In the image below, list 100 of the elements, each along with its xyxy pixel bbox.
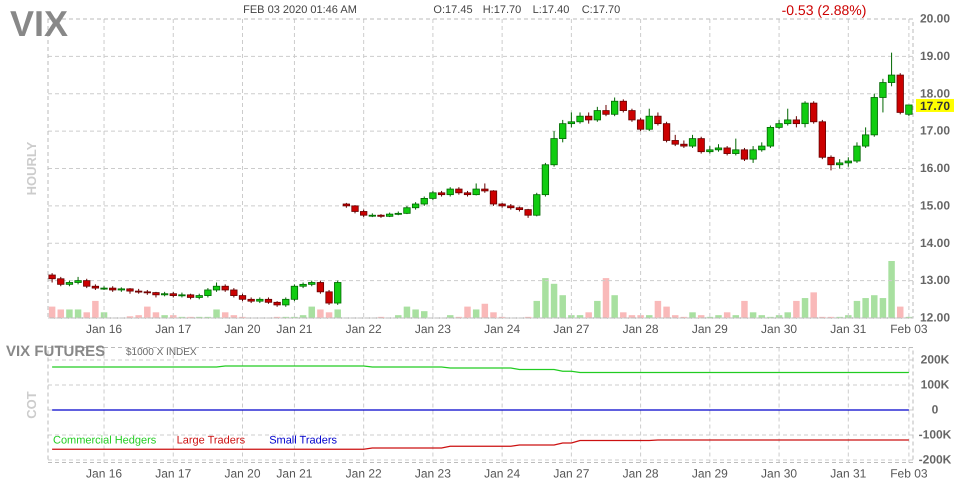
bar xyxy=(611,295,618,318)
annotation: 17.70 xyxy=(920,98,950,113)
bar xyxy=(672,315,678,318)
x-tick-label: Jan 31 xyxy=(830,322,867,336)
bar xyxy=(482,304,488,318)
line-series xyxy=(52,365,910,374)
bar xyxy=(230,315,238,318)
bar xyxy=(92,300,99,318)
chart-title: VIX xyxy=(10,3,68,44)
x-tick-label: Jan 17 xyxy=(155,466,192,480)
bar xyxy=(888,261,895,318)
bar xyxy=(48,306,56,318)
x-tick-label: Jan 20 xyxy=(224,466,261,480)
bar xyxy=(161,315,168,318)
bar xyxy=(594,300,601,318)
x-tick-label: Jan 30 xyxy=(761,466,798,480)
text: Small Traders xyxy=(269,434,338,446)
x-tick-label: Jan 21 xyxy=(276,322,313,336)
candlestick xyxy=(905,104,913,117)
bar xyxy=(646,315,653,318)
x-tick-label: Jan 22 xyxy=(346,466,382,480)
candlestick xyxy=(792,116,800,128)
bar xyxy=(395,315,402,318)
x-tick-label: Jan 29 xyxy=(692,466,728,480)
bar xyxy=(698,315,704,318)
chart-subtitle: $1000 X INDEX xyxy=(126,347,197,358)
x-tick-label: Jan 24 xyxy=(484,322,520,336)
x-tick-label: Jan 30 xyxy=(761,322,798,336)
candlestick xyxy=(472,182,480,196)
x-tick-label: Jan 16 xyxy=(86,466,122,480)
bar xyxy=(758,315,766,318)
x-tick-label: Jan 23 xyxy=(414,322,452,336)
candlestick xyxy=(740,147,748,162)
x-tick-label: Jan 22 xyxy=(346,322,382,336)
text: FEB 03 2020 01:46 AM xyxy=(243,4,357,16)
x-tick-label: Jan 23 xyxy=(414,466,452,480)
bar xyxy=(862,298,869,318)
bar xyxy=(871,295,878,318)
x-tick-label: Jan 20 xyxy=(224,322,261,336)
bar xyxy=(550,284,558,318)
bar xyxy=(810,292,817,318)
bar xyxy=(213,309,220,318)
y-tick-label: 16.00 xyxy=(920,161,950,175)
x-tick-label: Jan 28 xyxy=(622,322,659,336)
candlestick xyxy=(334,280,342,306)
bar xyxy=(317,309,324,318)
candlestick xyxy=(585,112,592,124)
text: -0.53 (2.88%) xyxy=(782,2,866,18)
bar xyxy=(464,306,471,318)
bar xyxy=(135,315,142,318)
bar xyxy=(58,309,64,318)
y-tick-label: 18.00 xyxy=(920,86,950,100)
bar xyxy=(654,300,662,318)
x-tick-label: Jan 28 xyxy=(622,466,659,480)
bar xyxy=(74,309,82,318)
bar xyxy=(663,306,670,318)
bar xyxy=(559,295,566,318)
y-tick-label: 12.00 xyxy=(920,310,950,324)
y-tick-label: -200K xyxy=(918,452,952,466)
bar xyxy=(715,315,722,318)
x-tick-label: Jan 17 xyxy=(155,322,192,336)
text: C:17.70 xyxy=(582,4,620,16)
bar xyxy=(308,306,315,318)
text: Commercial Hedgers xyxy=(53,434,157,446)
y-tick-label: -100K xyxy=(918,428,952,442)
bar xyxy=(576,315,584,318)
text: O:17.45 xyxy=(433,4,473,16)
bar xyxy=(854,300,860,318)
candlestick xyxy=(610,96,618,117)
y-tick-label: 14.00 xyxy=(920,236,950,250)
candlestick xyxy=(698,136,705,154)
x-tick-label: Feb 03 xyxy=(890,322,928,336)
bar xyxy=(542,278,549,318)
x-tick-label: Jan 29 xyxy=(692,322,728,336)
x-tick-label: Jan 31 xyxy=(830,466,867,480)
candlestick xyxy=(446,186,454,198)
candlestick xyxy=(724,146,731,156)
y-tick-label: 100K xyxy=(920,378,950,392)
x-tick-label: Jan 27 xyxy=(553,466,590,480)
bar xyxy=(144,306,151,318)
x-tick-label: Jan 27 xyxy=(553,322,590,336)
y-tick-label: 0 xyxy=(932,402,939,416)
bar xyxy=(334,309,341,318)
bar xyxy=(421,311,428,318)
y-tick-label: 15.00 xyxy=(920,198,950,212)
bar xyxy=(412,309,419,318)
candlestick xyxy=(688,134,696,148)
y-tick-label: 19.00 xyxy=(920,48,950,63)
x-tick-label: Jan 24 xyxy=(484,466,520,480)
candlestick xyxy=(602,104,610,117)
y-tick-label: 13.00 xyxy=(920,273,950,288)
bar xyxy=(66,309,73,318)
x-tick-label: Jan 21 xyxy=(276,466,313,480)
text: L:17.40 xyxy=(532,4,570,16)
bar xyxy=(404,306,410,318)
series-label: Large Traders xyxy=(176,434,246,446)
bar xyxy=(741,300,748,318)
bar xyxy=(732,315,740,318)
bar xyxy=(793,300,800,318)
candlestick xyxy=(801,100,809,128)
